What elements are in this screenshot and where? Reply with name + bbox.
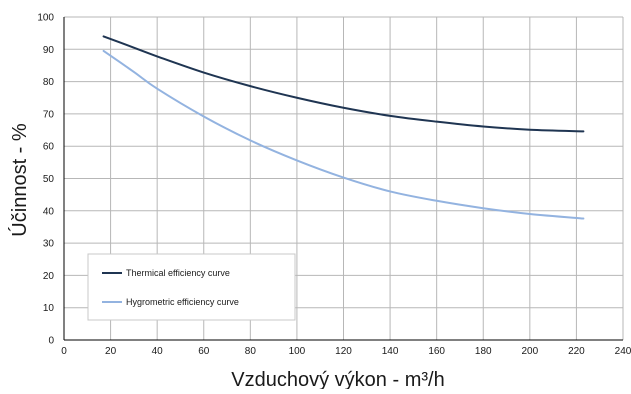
x-tick-label: 100 xyxy=(289,346,306,357)
y-tick-label: 20 xyxy=(43,271,55,282)
y-tick-label: 90 xyxy=(43,45,55,56)
x-axis-title: Vzduchový výkon - m³/h xyxy=(231,369,444,389)
x-tick-label: 80 xyxy=(245,346,257,357)
x-tick-label: 20 xyxy=(105,346,117,357)
legend: Thermical efficiency curve Hygrometric e… xyxy=(87,253,296,321)
x-tick-label: 240 xyxy=(615,346,631,357)
x-tick-label: 140 xyxy=(382,346,399,357)
x-tick-label: 220 xyxy=(568,346,585,357)
legend-box xyxy=(87,253,296,321)
legend-label-thermical: Thermical efficiency curve xyxy=(126,268,230,278)
y-tick-label: 80 xyxy=(43,77,55,88)
x-tick-label: 200 xyxy=(521,346,538,357)
x-tick-label: 120 xyxy=(335,346,352,357)
x-tick-label: 160 xyxy=(428,346,445,357)
grid xyxy=(64,16,624,340)
series-lines xyxy=(102,35,585,220)
y-tick-label: 100 xyxy=(37,13,54,24)
x-tick-label: 180 xyxy=(475,346,492,357)
y-tick-label: 30 xyxy=(43,239,55,250)
thermical-efficiency-line xyxy=(102,35,585,133)
axes: 0 20 40 60 80 100 120 140 160 180 200 220 240 0 10 20 30… xyxy=(37,13,631,358)
y-tick-label: 70 xyxy=(43,109,55,120)
y-tick-label: 50 xyxy=(43,174,55,185)
x-tick-label: 0 xyxy=(61,346,67,357)
legend-label-hygrometric: Hygrometric efficiency curve xyxy=(126,297,239,307)
y-axis-title: Účinnost - % xyxy=(8,123,31,237)
y-tick-label: 40 xyxy=(43,206,55,217)
x-tick-label: 40 xyxy=(152,346,164,357)
x-tick-label: 60 xyxy=(198,346,210,357)
y-tick-label: 10 xyxy=(43,303,55,314)
y-tick-label: 60 xyxy=(43,142,55,153)
hygrometric-efficiency-line xyxy=(102,49,585,220)
y-tick-label: 0 xyxy=(48,336,54,347)
